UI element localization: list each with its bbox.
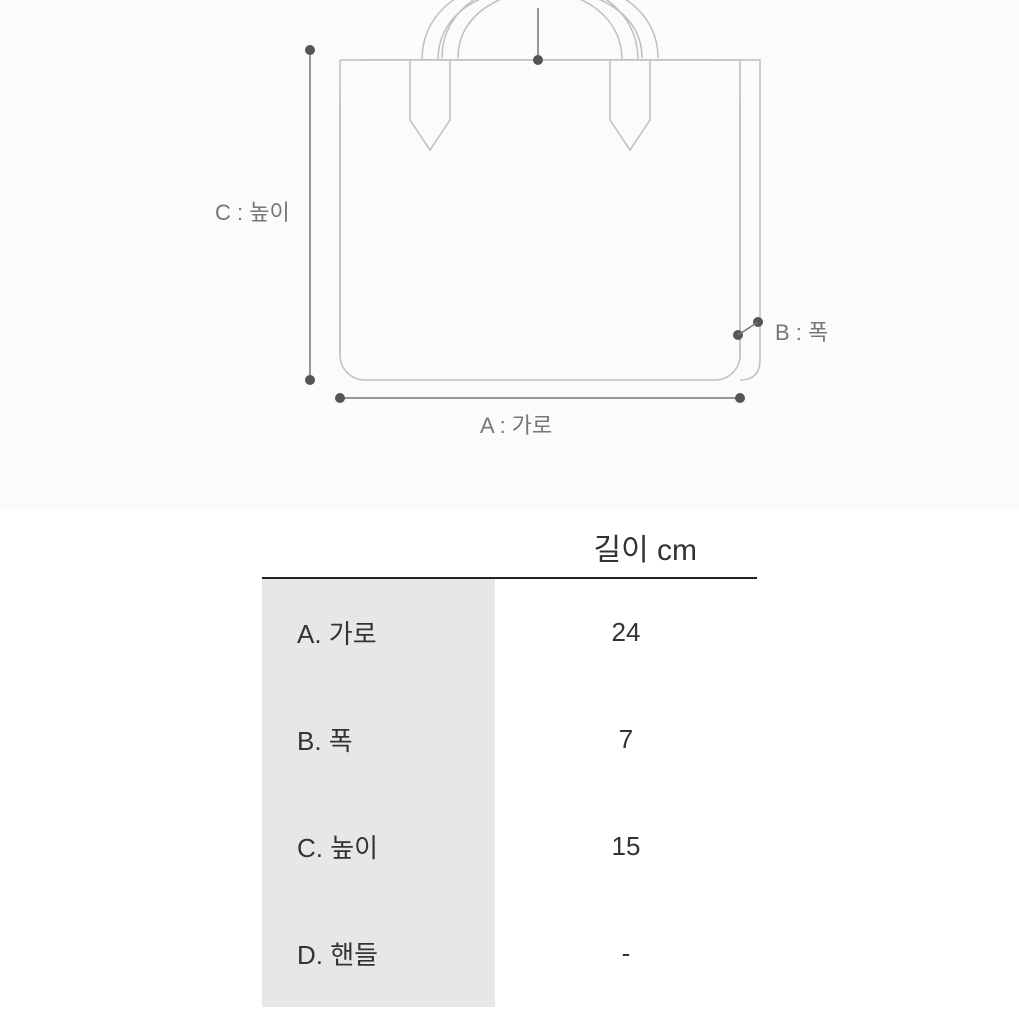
table-header: 길이 cm <box>262 525 757 579</box>
dim-c-dot-bottom <box>305 375 315 385</box>
bag-diagram-svg <box>280 0 800 440</box>
dim-b-line <box>738 322 758 335</box>
table-value-column: 24 7 15 - <box>495 579 757 1007</box>
bag-diagram-area: C : 높이 B : 폭 A : 가로 <box>0 0 1019 510</box>
table-row-value: 15 <box>495 793 757 900</box>
dim-a-dot-left <box>335 393 345 403</box>
size-table: 길이 cm A. 가로 B. 폭 C. 높이 D. 핸들 24 7 15 - <box>262 525 757 1007</box>
bag-front-body <box>340 60 740 380</box>
bag-top-mask <box>340 60 740 100</box>
bag-handle-2 <box>442 0 658 58</box>
table-body: A. 가로 B. 폭 C. 높이 D. 핸들 24 7 15 - <box>262 579 757 1007</box>
table-row-label: B. 폭 <box>262 686 495 793</box>
bag-handle-1-inner <box>438 0 622 60</box>
dim-c-label: C : 높이 <box>215 195 290 227</box>
dim-c-dot-top <box>305 45 315 55</box>
table-row-value: - <box>495 900 757 1007</box>
dim-handle-dot <box>533 55 543 65</box>
dim-a-dot-right <box>735 393 745 403</box>
dim-a-label: A : 가로 <box>480 408 552 440</box>
table-row-value: 7 <box>495 686 757 793</box>
table-row-label: D. 핸들 <box>262 900 495 1007</box>
bag-handle-1 <box>422 0 638 60</box>
dim-b-label: B : 폭 <box>775 315 828 347</box>
table-row-label: C. 높이 <box>262 793 495 900</box>
table-row-label: A. 가로 <box>262 579 495 686</box>
table-row-value: 24 <box>495 579 757 686</box>
table-label-column: A. 가로 B. 폭 C. 높이 D. 핸들 <box>262 579 495 1007</box>
